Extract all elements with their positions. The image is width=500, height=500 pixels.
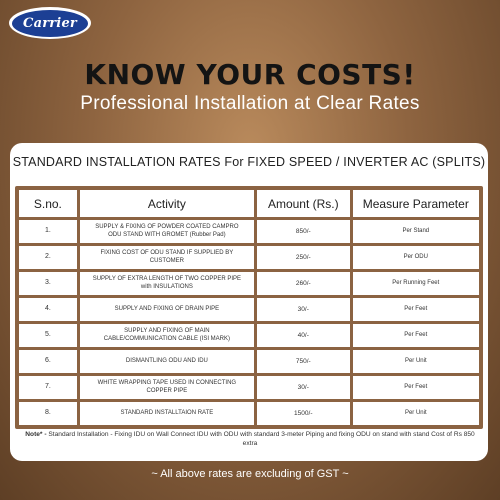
cell-activity: WHITE WRAPPING TAPE USED IN CONNECTING C… bbox=[79, 376, 254, 399]
installation-note: Note* - Standard Installation - Fixing I… bbox=[22, 430, 478, 448]
table-row: 5. SUPPLY AND FIXING OF MAIN CABLE/COMMU… bbox=[19, 324, 479, 347]
header-amount: Amount (Rs.) bbox=[256, 190, 350, 217]
cell-sno: 1. bbox=[19, 220, 77, 243]
cell-amount: 40/- bbox=[256, 324, 350, 347]
cell-amount: 30/- bbox=[256, 376, 350, 399]
cell-activity: SUPPLY & FIXING OF POWDER COATED CAMPRO … bbox=[79, 220, 254, 243]
rates-card: STANDARD INSTALLATION RATES For FIXED SP… bbox=[10, 143, 488, 461]
cell-measure: Per Unit bbox=[352, 402, 479, 425]
logo-text: Carrier bbox=[23, 15, 77, 31]
table-row: 8. STANDARD INSTALLTAION RATE 1500/- Per… bbox=[19, 402, 479, 425]
page-title: KNOW YOUR COSTS! bbox=[84, 58, 416, 91]
cell-measure: Per Feet bbox=[352, 298, 479, 321]
table-row: 4. SUPPLY AND FIXING OF DRAIN PIPE 30/- … bbox=[19, 298, 479, 321]
cell-sno: 8. bbox=[19, 402, 77, 425]
carrier-logo: Carrier bbox=[9, 7, 91, 39]
cell-sno: 3. bbox=[19, 272, 77, 295]
table-row: 7. WHITE WRAPPING TAPE USED IN CONNECTIN… bbox=[19, 376, 479, 399]
cell-measure: Per Stand bbox=[352, 220, 479, 243]
cell-activity: SUPPLY AND FIXING OF MAIN CABLE/COMMUNIC… bbox=[79, 324, 254, 347]
note-text: Standard Installation - Fixing IDU on Wa… bbox=[48, 431, 475, 448]
cell-sno: 5. bbox=[19, 324, 77, 347]
table-row: 2. FIXING COST OF ODU STAND IF SUPPLIED … bbox=[19, 246, 479, 269]
cell-amount: 250/- bbox=[256, 246, 350, 269]
cell-sno: 7. bbox=[19, 376, 77, 399]
cell-sno: 4. bbox=[19, 298, 77, 321]
table-row: 3. SUPPLY OF EXTRA LENGTH OF TWO COPPER … bbox=[19, 272, 479, 295]
header-sno: S.no. bbox=[19, 190, 77, 217]
cell-amount: 1500/- bbox=[256, 402, 350, 425]
gst-disclaimer: ~ All above rates are excluding of GST ~ bbox=[151, 468, 349, 480]
header-activity: Activity bbox=[79, 190, 254, 217]
cell-measure: Per Feet bbox=[352, 324, 479, 347]
cell-amount: 750/- bbox=[256, 350, 350, 373]
cell-activity: SUPPLY AND FIXING OF DRAIN PIPE bbox=[79, 298, 254, 321]
cell-amount: 260/- bbox=[256, 272, 350, 295]
cell-sno: 2. bbox=[19, 246, 77, 269]
page-subtitle: Professional Installation at Clear Rates bbox=[80, 93, 420, 114]
rates-table: S.no. Activity Amount (Rs.) Measure Para… bbox=[15, 186, 483, 429]
cell-activity: DISMANTLING ODU AND IDU bbox=[79, 350, 254, 373]
note-label: Note* - bbox=[25, 431, 47, 438]
logo-badge: Carrier bbox=[12, 9, 88, 37]
cell-amount: 30/- bbox=[256, 298, 350, 321]
cell-measure: Per Running Feet bbox=[352, 272, 479, 295]
cell-measure: Per Unit bbox=[352, 350, 479, 373]
cell-activity: STANDARD INSTALLTAION RATE bbox=[79, 402, 254, 425]
header-measure: Measure Parameter bbox=[352, 190, 480, 217]
table-row: 1. SUPPLY & FIXING OF POWDER COATED CAMP… bbox=[19, 220, 479, 243]
cell-measure: Per ODU bbox=[352, 246, 479, 269]
cell-measure: Per Feet bbox=[352, 376, 479, 399]
table-row: 6. DISMANTLING ODU AND IDU 750/- Per Uni… bbox=[19, 350, 479, 373]
cell-activity: FIXING COST OF ODU STAND IF SUPPLIED BY … bbox=[79, 246, 254, 269]
cell-activity: SUPPLY OF EXTRA LENGTH OF TWO COPPER PIP… bbox=[79, 272, 254, 295]
cell-sno: 6. bbox=[19, 350, 77, 373]
table-header-row: S.no. Activity Amount (Rs.) Measure Para… bbox=[19, 190, 480, 217]
table-title: STANDARD INSTALLATION RATES For FIXED SP… bbox=[12, 155, 486, 169]
cell-amount: 850/- bbox=[256, 220, 350, 243]
